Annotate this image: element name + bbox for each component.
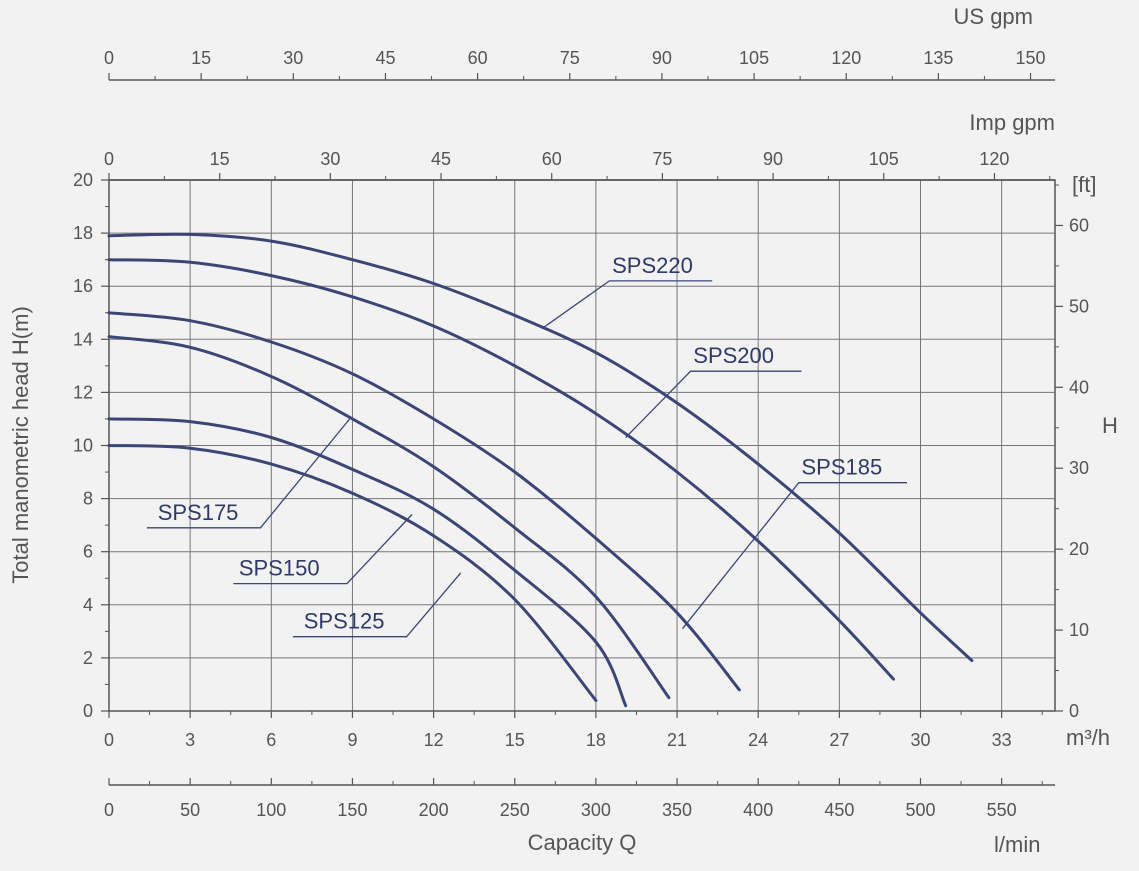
right-tick-label: 10 [1069, 620, 1089, 640]
secondary-tick-label: 0 [104, 149, 114, 169]
secondary-tick-label: 120 [831, 48, 861, 68]
x-tick-label: 15 [505, 730, 525, 750]
y-tick-label: 8 [83, 489, 93, 509]
secondary-tick-label: 200 [419, 800, 449, 820]
x-tick-label: 12 [424, 730, 444, 750]
right-tick-label: 60 [1069, 215, 1089, 235]
left-axis: 0 2 4 6 8 10 12 14 16 18 20 [73, 170, 109, 721]
y-tick-label: 14 [73, 329, 93, 349]
leader-line-sps185 [681, 482, 907, 630]
right-tick-label: 30 [1069, 458, 1089, 478]
secondary-tick-label: 45 [375, 48, 395, 68]
grid [109, 180, 1055, 711]
secondary-tick-label: 45 [431, 149, 451, 169]
y-tick-label: 4 [83, 595, 93, 615]
curve-sps220 [107, 232, 974, 663]
x-tick-label: 3 [185, 730, 195, 750]
secondary-tick-label: 400 [743, 800, 773, 820]
secondary-tick-label: 90 [652, 48, 672, 68]
x-tick-label: 6 [266, 730, 276, 750]
imp-gpm-axis-title: Imp gpm [969, 110, 1055, 135]
secondary-tick-label: 105 [739, 48, 769, 68]
y-tick-label: 10 [73, 436, 93, 456]
secondary-tick-label: 50 [180, 800, 200, 820]
us-gpm-axis: 0 15 30 45 60 75 90 105 120 135 150 [104, 48, 1055, 81]
secondary-tick-label: 350 [662, 800, 692, 820]
curve-sps175 [107, 335, 671, 700]
label-sps185: SPS185 [801, 455, 882, 480]
secondary-tick-label: 30 [320, 149, 340, 169]
x-unit-label: m³/h [1066, 725, 1110, 750]
leader-line-sps200 [625, 370, 802, 438]
label-sps175: SPS175 [158, 500, 239, 525]
secondary-tick-label: 60 [542, 149, 562, 169]
secondary-tick-label: 75 [560, 48, 580, 68]
lmin-axis: 0 50 100 150 200 250 300 350 400 450 500 550 [104, 778, 1055, 820]
secondary-tick-label: 75 [652, 149, 672, 169]
right-axis-unit: [ft] [1072, 172, 1096, 197]
leader-line-sps125 [292, 572, 462, 638]
secondary-tick-label: 15 [191, 48, 211, 68]
y-tick-label: 20 [73, 170, 93, 190]
imp-gpm-axis: 0 15 30 45 60 75 90 105 120 [104, 149, 1055, 181]
x-tick-label: 0 [104, 730, 114, 750]
curve-labels: SPS220 SPS200 SPS185 SPS175 SPS150 SPS125 [146, 253, 907, 638]
leader-line-sps220 [541, 280, 713, 330]
curve-sps125 [107, 444, 598, 702]
lmin-axis-title: l/min [994, 832, 1040, 857]
x-tick-label: 9 [347, 730, 357, 750]
secondary-tick-label: 120 [979, 149, 1009, 169]
x-tick-label: 24 [748, 730, 768, 750]
leader-line-sps150 [233, 514, 413, 585]
secondary-tick-label: 500 [905, 800, 935, 820]
right-tick-label: 0 [1069, 701, 1079, 721]
x-tick-label: 18 [586, 730, 606, 750]
x-tick-label: 27 [829, 730, 849, 750]
secondary-tick-label: 150 [1016, 48, 1046, 68]
label-sps125: SPS125 [304, 609, 385, 634]
secondary-tick-label: 450 [824, 800, 854, 820]
label-sps200: SPS200 [693, 343, 774, 368]
secondary-tick-label: 100 [256, 800, 286, 820]
secondary-tick-label: 15 [210, 149, 230, 169]
secondary-tick-label: 150 [337, 800, 367, 820]
secondary-tick-label: 30 [283, 48, 303, 68]
pump-curves [107, 232, 974, 708]
secondary-tick-label: 105 [869, 149, 899, 169]
y-tick-label: 16 [73, 276, 93, 296]
us-gpm-axis-title: US gpm [954, 4, 1033, 29]
y-tick-label: 0 [83, 701, 93, 721]
secondary-tick-label: 90 [763, 149, 783, 169]
right-axis: 0 10 20 30 40 50 60 [1055, 184, 1089, 721]
y-tick-label: 12 [73, 382, 93, 402]
right-tick-label: 40 [1069, 377, 1089, 397]
label-sps150: SPS150 [239, 556, 320, 581]
label-sps220: SPS220 [612, 253, 693, 278]
bottom-axis: 0 3 6 9 12 15 18 21 24 27 30 33 [104, 711, 1043, 750]
secondary-tick-label: 250 [500, 800, 530, 820]
right-tick-label: 50 [1069, 296, 1089, 316]
y-axis-title: Total manometric head H(m) [8, 306, 33, 584]
secondary-tick-label: 550 [987, 800, 1017, 820]
right-tick-label: 20 [1069, 539, 1089, 559]
right-axis-title: H [1102, 413, 1118, 438]
secondary-tick-label: 60 [468, 48, 488, 68]
x-tick-label: 33 [992, 730, 1012, 750]
leader-line-sps175 [146, 418, 351, 529]
y-tick-label: 2 [83, 648, 93, 668]
curve-sps185 [107, 311, 741, 692]
curve-sps200 [107, 258, 895, 681]
y-tick-label: 18 [73, 223, 93, 243]
secondary-tick-label: 0 [104, 800, 114, 820]
x-axis-title: Capacity Q [528, 830, 637, 855]
x-tick-label: 21 [667, 730, 687, 750]
secondary-tick-label: 0 [104, 48, 114, 68]
y-tick-label: 6 [83, 542, 93, 562]
curve-sps150 [107, 417, 628, 708]
secondary-tick-label: 300 [581, 800, 611, 820]
secondary-tick-label: 135 [923, 48, 953, 68]
x-tick-label: 30 [910, 730, 930, 750]
